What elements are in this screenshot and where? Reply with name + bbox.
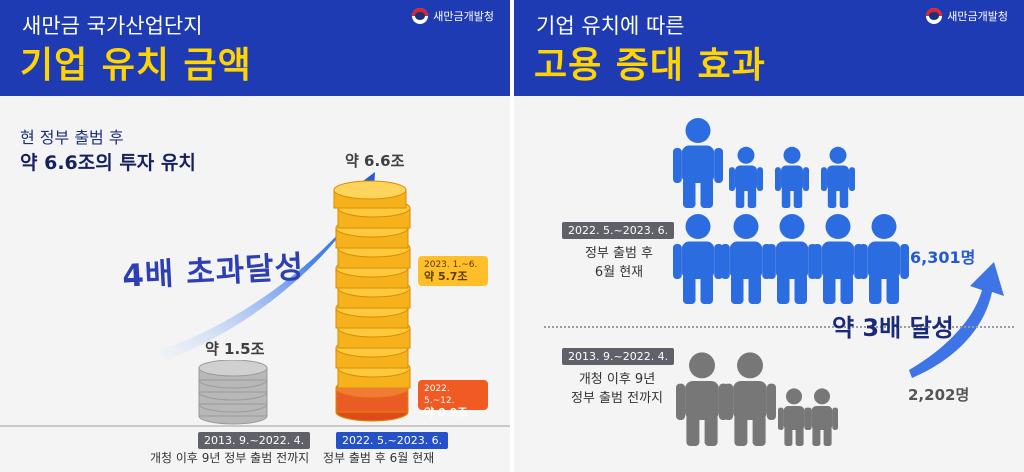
2022-value: 약 0.9조 <box>424 406 468 419</box>
before-line1: 개청 이후 9년 <box>578 372 656 387</box>
before-period-badge-right: 2013. 9.~2022. 4. <box>562 348 675 365</box>
employment-header-subtitle: 기업 유치에 따른 <box>536 14 685 38</box>
panel-divider <box>510 0 514 472</box>
after-line2: 6월 현재 <box>594 265 644 280</box>
before-line2: 정부 출범 전까지 <box>571 391 663 406</box>
investment-intro-line1: 현 정부 출범 후 <box>20 128 124 147</box>
investment-intro-line2: 약 6.6조의 투자 유치 <box>20 152 196 174</box>
agency-logo-right: 새만금개발청 <box>926 8 1008 24</box>
employment-header-title: 고용 증대 효과 <box>534 45 766 86</box>
investment-header-subtitle: 새만금 국가산업단지 <box>22 14 203 38</box>
employment-multiplier-label: 약 3배 달성 <box>832 314 954 342</box>
after-period-badge-right: 2022. 5.~2023. 6. <box>562 222 675 239</box>
baseline-divider <box>0 425 510 427</box>
before-period-caption: 개청 이후 9년 정부 출범 전까지 <box>150 451 310 465</box>
after-count: 6,301명 <box>910 248 976 267</box>
investment-header-title: 기업 유치 금액 <box>20 45 252 86</box>
after-line1: 정부 출범 후 <box>584 246 654 261</box>
employment-header: 기업 유치에 따른 고용 증대 효과 새만금개발청 <box>514 0 1024 96</box>
h1-2023-callout: 2023. 1.~6. 약 5.7조 <box>418 256 488 286</box>
after-period-badge: 2022. 5.~2023. 6. <box>336 432 449 449</box>
investment-multiplier-label: 4배 초과달성 <box>121 249 305 295</box>
blue-people-icons <box>673 118 1004 446</box>
agency-logo-text: 새만금개발청 <box>433 10 494 23</box>
h1-2023-period: 2023. 1.~6. <box>424 260 478 270</box>
agency-logo-text: 새만금개발청 <box>947 10 1008 23</box>
before-period-badge: 2013. 9.~2022. 4. <box>198 432 311 449</box>
after-value-label: 약 6.6조 <box>345 152 405 170</box>
investment-header: 새만금 국가산업단지 기업 유치 금액 새만금개발청 <box>0 0 510 96</box>
agency-logo: 새만금개발청 <box>412 8 494 24</box>
taegeuk-icon <box>412 8 429 24</box>
gold-coin-stack <box>333 180 411 422</box>
taegeuk-icon <box>926 8 943 24</box>
period-divider <box>544 326 1014 328</box>
employment-panel: 기업 유치에 따른 고용 증대 효과 새만금개발청 <box>514 0 1024 472</box>
h1-2023-value: 약 5.7조 <box>424 270 468 283</box>
before-count: 2,202명 <box>908 386 970 404</box>
investment-panel: 새만금 국가산업단지 기업 유치 금액 새만금개발청 현 정부 출범 후 약 6… <box>0 0 510 472</box>
gray-coin-stack <box>198 360 268 425</box>
before-value-label: 약 1.5조 <box>205 340 265 358</box>
after-period-caption: 정부 출범 후 6월 현재 <box>323 451 435 465</box>
2022-period: 2022. 5.~12. <box>424 384 455 406</box>
2022-callout: 2022. 5.~12. 약 0.9조 <box>418 380 488 419</box>
